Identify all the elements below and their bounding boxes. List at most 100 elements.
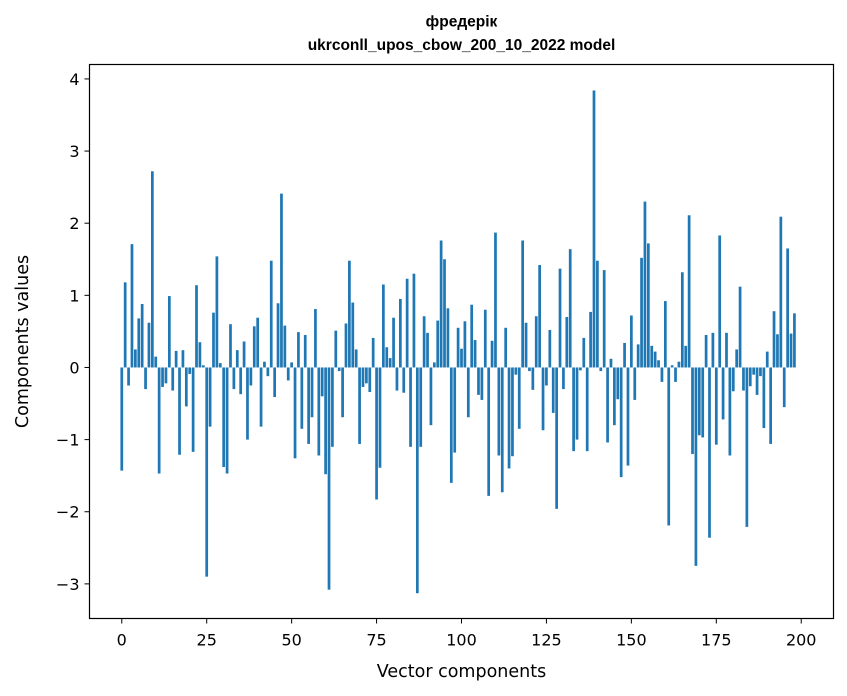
x-tick-label: 50 <box>281 631 301 650</box>
y-tick-label: 1 <box>69 286 79 305</box>
x-tick-label: 200 <box>786 631 817 650</box>
bar <box>531 367 535 390</box>
bar <box>762 367 766 429</box>
bar <box>575 367 579 440</box>
bar <box>280 193 283 368</box>
bar <box>718 235 722 368</box>
bar <box>371 337 375 368</box>
bar <box>619 367 623 478</box>
bar <box>198 342 202 368</box>
bar <box>300 367 304 429</box>
bar <box>704 335 708 368</box>
x-tick-label: 125 <box>531 631 562 650</box>
bar <box>721 367 725 420</box>
bar <box>256 317 260 368</box>
bar <box>674 367 677 382</box>
bar <box>646 243 650 368</box>
bar <box>636 344 640 368</box>
bar <box>337 367 341 372</box>
bar <box>222 367 226 468</box>
bar <box>212 312 215 368</box>
bar <box>137 318 141 368</box>
bar <box>235 350 239 368</box>
chart-subtitle: ukrconll_upos_cbow_200_10_2022 model <box>308 37 616 54</box>
bar <box>640 257 643 368</box>
bar <box>626 367 630 466</box>
y-tick-label: 4 <box>69 70 79 89</box>
bar <box>793 313 796 368</box>
bar <box>521 240 525 368</box>
bar <box>382 284 385 368</box>
bar <box>446 308 450 368</box>
bar <box>375 367 378 500</box>
x-tick-label: 100 <box>446 631 477 650</box>
bar <box>514 367 518 375</box>
bar <box>324 367 327 475</box>
bar <box>548 329 552 368</box>
y-tick-label: 3 <box>69 142 79 161</box>
bar <box>415 367 419 594</box>
bar <box>460 348 463 368</box>
bar <box>772 311 776 368</box>
bar <box>317 367 321 456</box>
bar <box>752 367 756 375</box>
bar <box>134 349 137 368</box>
bar <box>596 260 599 368</box>
bar <box>568 249 572 368</box>
x-tick-label: 25 <box>197 631 217 650</box>
bar <box>215 256 219 368</box>
bar <box>398 298 402 368</box>
x-axis-ticks: 0 25 50 75 100 125 150 175 200 <box>117 618 817 650</box>
bar <box>358 367 361 444</box>
bar <box>643 201 647 368</box>
bar <box>466 367 470 418</box>
bar <box>242 341 246 368</box>
bar <box>429 367 433 426</box>
bar <box>378 367 382 468</box>
bar <box>181 350 185 368</box>
bar <box>657 360 660 368</box>
bar <box>422 316 426 368</box>
bar <box>473 340 477 368</box>
bar <box>286 367 290 381</box>
bar <box>171 367 175 391</box>
bar <box>314 309 317 368</box>
bar <box>697 367 701 436</box>
bar <box>545 367 548 386</box>
bar <box>327 367 331 590</box>
bar <box>127 367 130 386</box>
bar <box>436 320 440 368</box>
bar <box>365 367 368 384</box>
bar <box>269 260 273 368</box>
y-axis-ticks: −3 −2 −1 0 1 2 3 4 <box>56 70 90 594</box>
bar <box>528 367 531 372</box>
bar <box>483 309 487 368</box>
bar <box>701 367 705 438</box>
bar <box>368 367 372 392</box>
bar <box>456 327 460 368</box>
bar <box>310 367 314 418</box>
bar <box>585 367 589 452</box>
bar <box>731 367 735 392</box>
bar <box>426 332 429 368</box>
bar <box>694 367 698 566</box>
bar <box>691 367 694 455</box>
bar <box>174 350 178 368</box>
bar <box>239 367 243 395</box>
bar <box>303 335 307 368</box>
bar <box>283 325 287 368</box>
bar <box>599 367 603 372</box>
bar <box>432 362 436 368</box>
bar <box>259 367 263 427</box>
bar <box>742 367 745 391</box>
bar <box>341 367 344 418</box>
bar <box>765 351 769 368</box>
bar <box>150 171 154 368</box>
bar <box>769 367 773 444</box>
bar <box>606 367 609 443</box>
bar <box>439 240 443 368</box>
bar <box>144 367 147 390</box>
bar <box>463 321 467 368</box>
bar <box>178 367 181 455</box>
bar <box>351 302 355 368</box>
